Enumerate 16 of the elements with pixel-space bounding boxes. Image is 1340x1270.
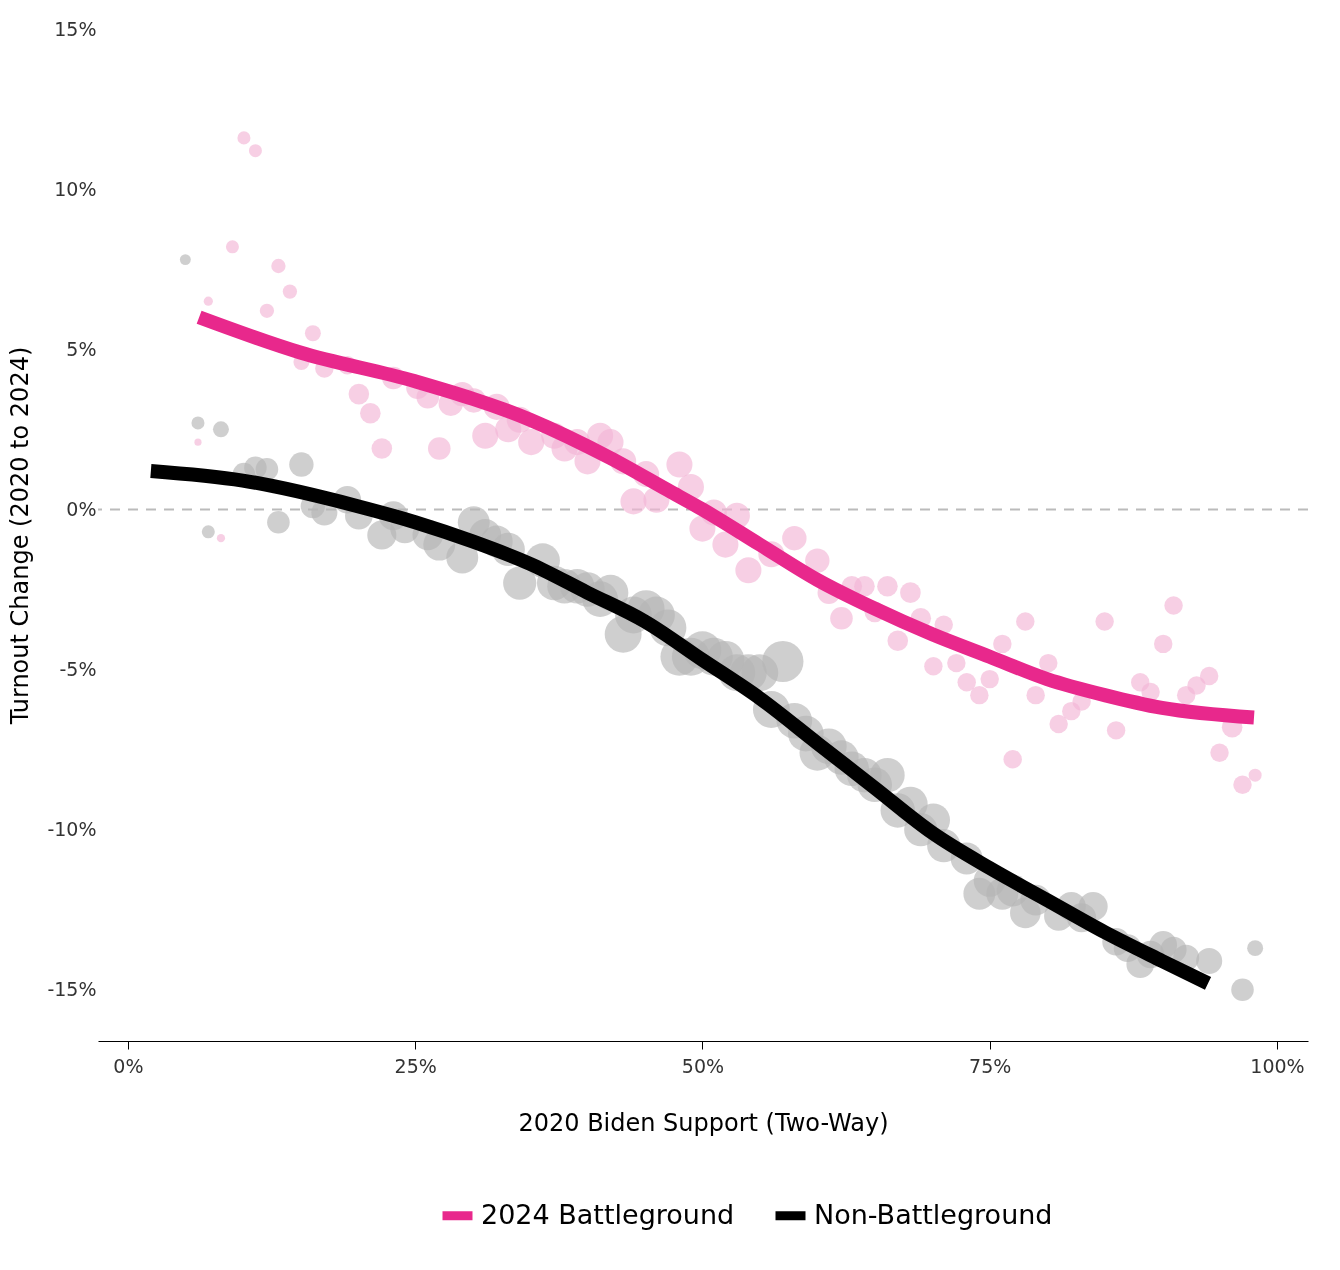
- y-tick-label: 15%: [54, 17, 97, 40]
- x-tick-label: 75%: [969, 1054, 1012, 1077]
- x-axis-title: 2020 Biden Support (Two-Way): [518, 1108, 889, 1137]
- y-axis-title: Turnout Change (2020 to 2024): [6, 346, 35, 726]
- legend-label: 2024 Battleground: [481, 1198, 735, 1230]
- x-tick-label: 50%: [681, 1054, 725, 1077]
- y-tick-label: -10%: [47, 818, 97, 841]
- y-tick-label: 0%: [66, 497, 97, 520]
- y-tick-label: 10%: [54, 177, 97, 200]
- y-tick-label: -5%: [59, 658, 97, 681]
- legend-label: Non-Battleground: [814, 1198, 1053, 1230]
- y-tick-label: -15%: [47, 978, 97, 1001]
- x-tick-label: 0%: [113, 1054, 144, 1077]
- x-tick-label: 100%: [1250, 1054, 1305, 1077]
- y-tick-label: 5%: [66, 337, 97, 360]
- x-tick-label: 25%: [394, 1054, 437, 1077]
